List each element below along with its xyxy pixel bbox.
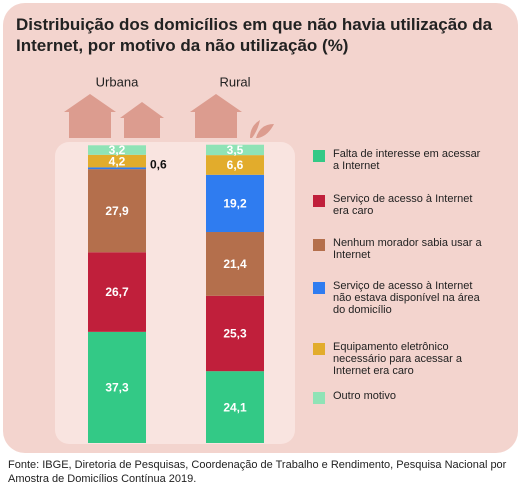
data-label: 6,6: [227, 158, 244, 172]
bar-segment: [206, 371, 264, 443]
data-label: 21,4: [223, 257, 247, 271]
house-icons: [64, 94, 274, 138]
data-label: 24,1: [223, 400, 247, 414]
bar-segment: [206, 144, 264, 156]
legend-swatch: [313, 150, 325, 162]
legend-swatch: [313, 392, 325, 404]
data-label: 37,3: [105, 381, 129, 395]
source-note: Fonte: IBGE, Diretoria de Pesquisas, Coo…: [8, 459, 507, 485]
bar-segment: [88, 154, 146, 168]
legend-label: Serviço de acesso à Internet não estava …: [333, 280, 480, 316]
legend-label: Equipamento eletrônico necessário para a…: [333, 341, 463, 377]
legend-swatch: [313, 282, 325, 294]
legend-swatch: [313, 195, 325, 207]
legend-swatch: [313, 239, 325, 251]
legend-label: Falta de interesse em acessar a Internet: [333, 148, 481, 172]
data-label: 25,3: [223, 327, 247, 341]
legend-entry: Serviço de acesso à Internet era caro: [313, 193, 483, 217]
category-label: Urbana: [96, 74, 139, 89]
chart-title: Distribuição dos domicílios em que não h…: [16, 15, 493, 55]
bar-segment: [88, 169, 146, 253]
data-label: 3,5: [227, 143, 244, 157]
data-label: 27,9: [105, 204, 129, 218]
bar-segment: [206, 295, 264, 372]
data-label: 0,6: [150, 158, 167, 172]
data-label: 26,7: [105, 285, 129, 299]
legend-swatch: [313, 343, 325, 355]
legend-label: Serviço de acesso à Internet era caro: [333, 193, 473, 217]
legend-label: Outro motivo: [333, 390, 396, 402]
category-label: Rural: [219, 74, 250, 89]
data-label: 4,2: [109, 154, 126, 168]
legend-entry: Outro motivo: [313, 390, 483, 404]
bar-segment: [88, 167, 146, 170]
legend-entry: Nenhum morador sabia usar a Internet: [313, 237, 483, 261]
bar-segment: [88, 252, 146, 332]
legend-label: Nenhum morador sabia usar a Internet: [333, 237, 482, 261]
legend-entry: Serviço de acesso à Internet não estava …: [313, 280, 483, 316]
bar-segment: [206, 232, 264, 296]
bar-segment: [206, 174, 264, 233]
bar-segment: [206, 155, 264, 175]
bar-segment: [88, 331, 146, 443]
data-label: 19,2: [223, 197, 247, 211]
legend-entry: Equipamento eletrônico necessário para a…: [313, 341, 483, 377]
legend-entry: Falta de interesse em acessar a Internet: [313, 148, 483, 172]
data-label: 3,2: [109, 143, 126, 157]
bar-segment: [88, 145, 146, 155]
